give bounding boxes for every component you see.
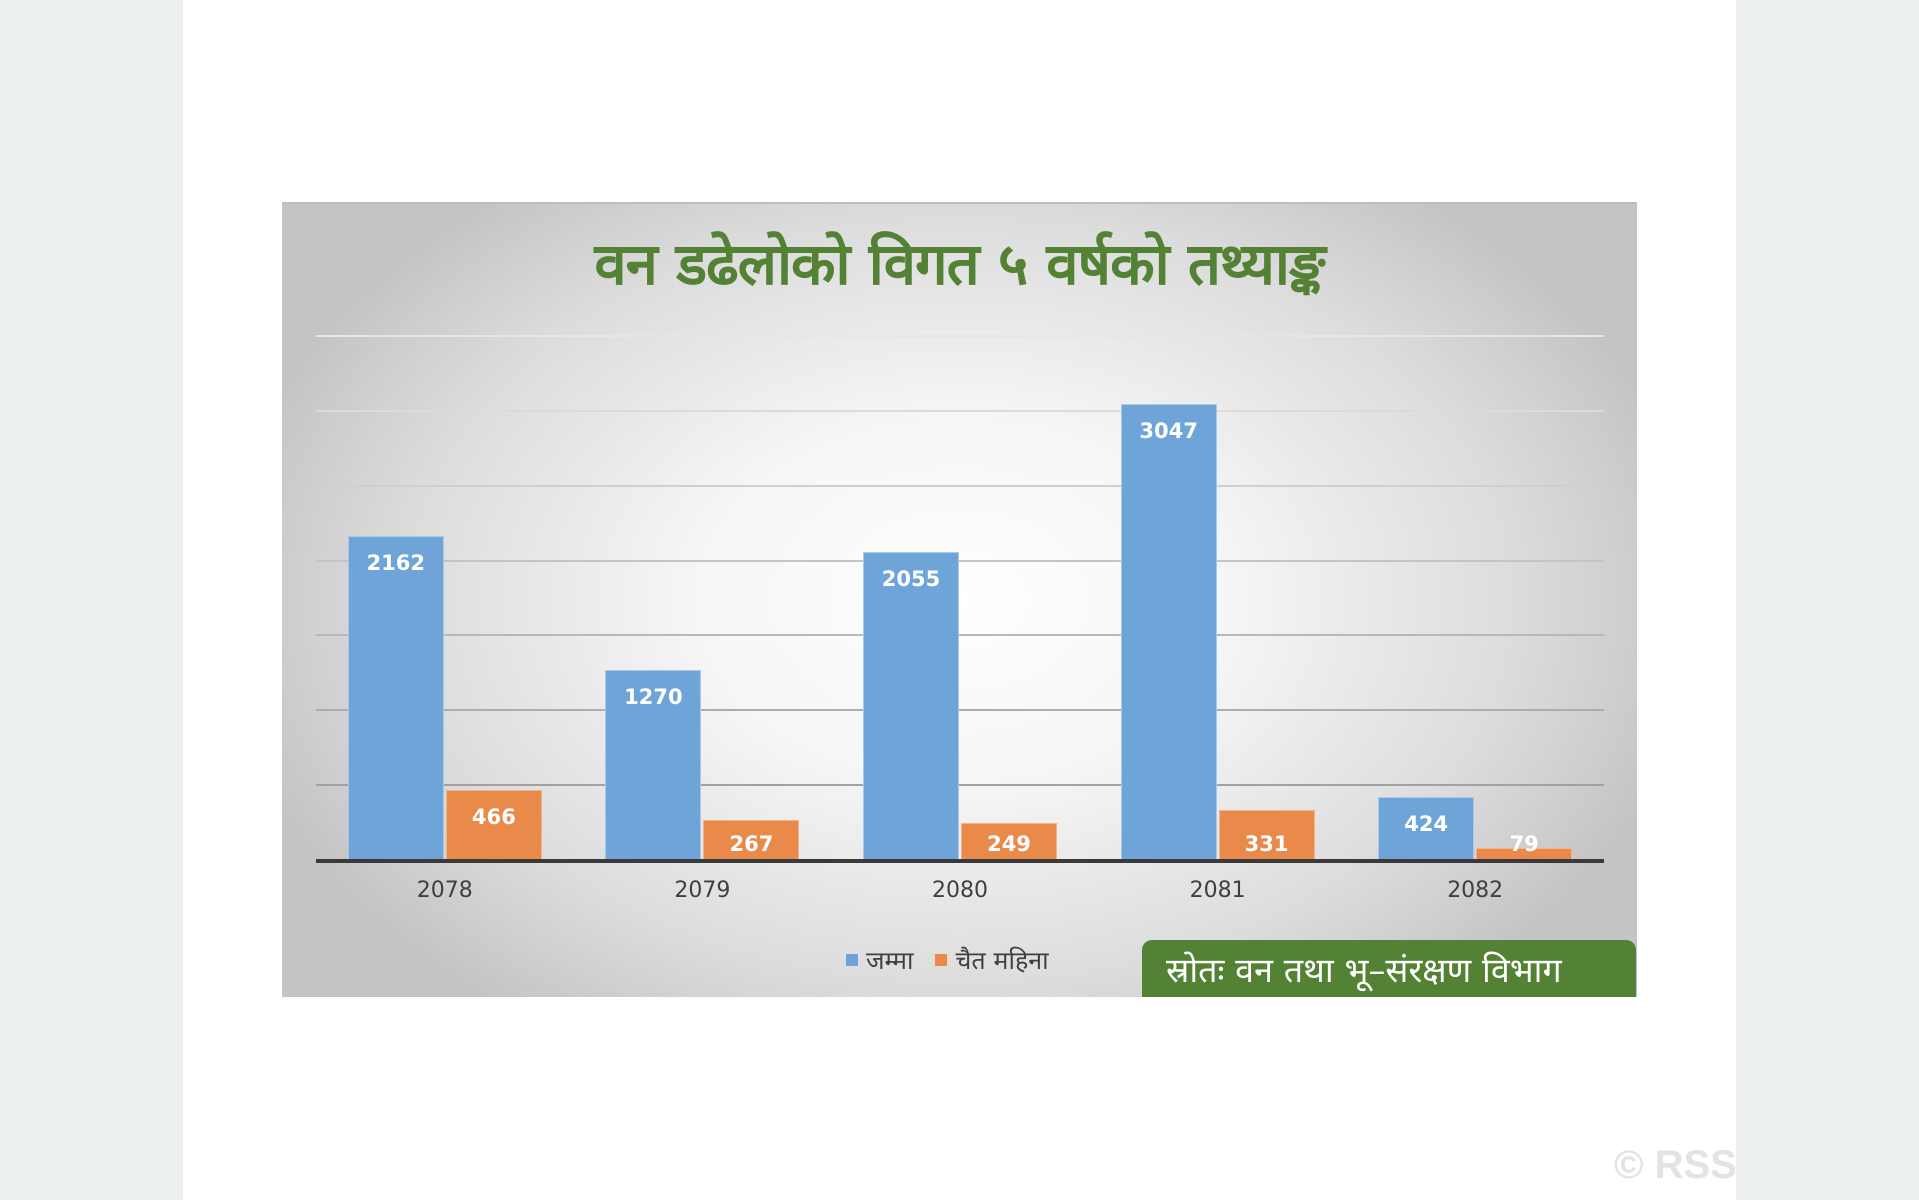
bar-chaitra-2080: 249 bbox=[961, 822, 1057, 860]
x-tick-label: 2079 bbox=[674, 878, 731, 903]
legend-swatch-orange-icon bbox=[935, 954, 948, 966]
legend: जम्मा चैत महिना bbox=[846, 940, 1049, 980]
chart-title: वन डढेलोको विगत ५ वर्षको तथ्याङ्क bbox=[594, 230, 1325, 298]
legend-label-chaitra: चैत महिना bbox=[955, 946, 1049, 975]
x-axis-line bbox=[316, 859, 1604, 863]
data-label: 267 bbox=[729, 832, 774, 856]
x-tick-label: 2078 bbox=[416, 878, 473, 903]
bar-total-2078: 2162 bbox=[347, 536, 444, 860]
gridline bbox=[316, 484, 1604, 487]
x-tick-label: 2080 bbox=[932, 878, 988, 903]
data-label: 79 bbox=[1509, 832, 1539, 856]
x-tick-label: 2082 bbox=[1447, 878, 1504, 903]
gridline bbox=[316, 634, 1604, 637]
gridline bbox=[316, 409, 1604, 412]
bar-chaitra-2081: 331 bbox=[1218, 810, 1315, 860]
bar-total-2082: 424 bbox=[1378, 796, 1475, 860]
data-label: 1270 bbox=[624, 684, 683, 709]
gridline bbox=[316, 559, 1604, 562]
bar-total-2081: 3047 bbox=[1120, 403, 1217, 860]
bar-total-2079: 1270 bbox=[605, 669, 702, 860]
gridline bbox=[316, 335, 1604, 337]
plot-area: 2162 466 2078 1270 267 2079 2055 249 2080 3047 331… bbox=[316, 335, 1604, 903]
legend-item-chaitra: चैत महिना bbox=[935, 943, 1049, 977]
watermark: © RSS bbox=[1614, 1143, 1736, 1187]
bar-chaitra-2079: 267 bbox=[703, 820, 800, 860]
data-label: 3047 bbox=[1139, 418, 1198, 443]
source-label: स्रोतः वन तथा भू–संरक्षण विभाग bbox=[1142, 940, 1636, 997]
legend-item-total: जम्मा bbox=[846, 943, 913, 977]
gridline bbox=[316, 784, 1604, 787]
legend-label-total: जम्मा bbox=[866, 946, 914, 975]
chart-container: वन डढेलोको विगत ५ वर्षको तथ्याङ्क 2162 46… bbox=[282, 202, 1637, 997]
data-label: 2162 bbox=[366, 551, 426, 576]
bar-total-2080: 2055 bbox=[863, 552, 959, 860]
bar-chaitra-2082: 79 bbox=[1476, 832, 1573, 860]
gridline bbox=[316, 709, 1604, 712]
data-label: 331 bbox=[1244, 832, 1289, 856]
bar-chaitra-2078: 466 bbox=[445, 790, 542, 860]
data-label: 2055 bbox=[881, 567, 941, 592]
data-label: 466 bbox=[471, 805, 516, 830]
data-label: 249 bbox=[987, 832, 1031, 856]
data-label: 424 bbox=[1404, 811, 1449, 836]
legend-swatch-blue-icon bbox=[846, 954, 858, 966]
x-tick-label: 2081 bbox=[1189, 878, 1246, 903]
